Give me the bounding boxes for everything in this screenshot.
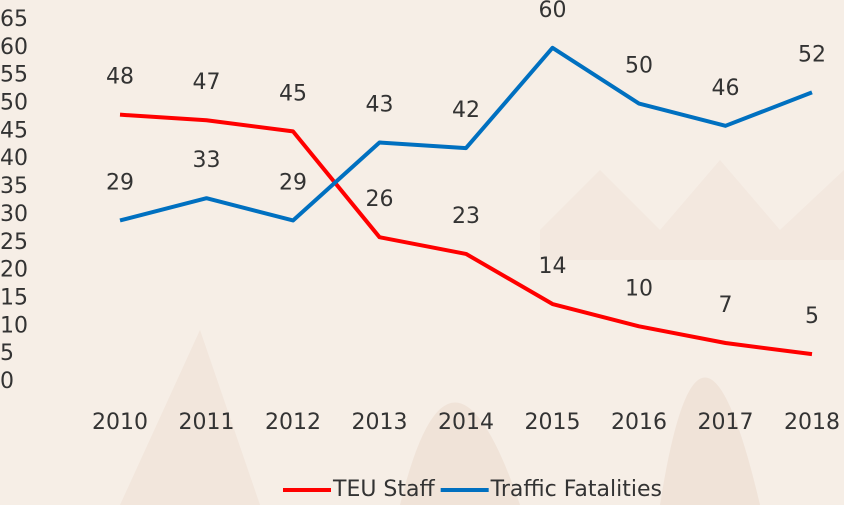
data-label: 26	[366, 187, 394, 212]
data-label: 42	[452, 98, 480, 123]
y-tick-label: 45	[0, 118, 28, 143]
y-tick-label: 35	[0, 174, 28, 199]
x-tick-label: 2016	[611, 410, 667, 435]
x-tick-label: 2010	[92, 410, 148, 435]
data-label: 45	[279, 81, 307, 106]
x-tick-label: 2014	[438, 410, 494, 435]
data-label: 7	[719, 293, 733, 318]
data-label: 50	[625, 54, 653, 79]
x-tick-label: 2017	[698, 410, 754, 435]
y-tick-label: 40	[0, 146, 28, 171]
x-tick-label: 2013	[352, 410, 408, 435]
x-tick-label: 2012	[265, 410, 321, 435]
data-label: 10	[625, 276, 653, 301]
data-label: 14	[539, 254, 567, 279]
y-tick-label: 0	[0, 369, 14, 394]
x-tick-label: 2015	[525, 410, 581, 435]
y-tick-label: 5	[0, 341, 14, 366]
y-tick-label: 60	[0, 35, 28, 60]
x-tick-label: 2018	[784, 410, 840, 435]
data-label: 46	[712, 76, 740, 101]
data-label: 29	[279, 170, 307, 195]
legend-label: TEU Staff	[332, 477, 436, 502]
data-label: 47	[193, 70, 221, 95]
y-tick-label: 30	[0, 202, 28, 227]
chart: 0510152025303540455055606520102011201220…	[0, 0, 844, 505]
data-label: 60	[539, 0, 567, 23]
y-tick-label: 25	[0, 230, 28, 255]
data-label: 48	[106, 65, 134, 90]
data-label: 43	[366, 93, 394, 118]
data-label: 5	[805, 304, 819, 329]
y-tick-label: 65	[0, 7, 28, 32]
legend-label: Traffic Fatalities	[490, 477, 662, 502]
data-label: 33	[193, 148, 221, 173]
y-tick-label: 20	[0, 258, 28, 283]
y-tick-label: 15	[0, 285, 28, 310]
data-label: 52	[798, 42, 826, 67]
data-label: 23	[452, 204, 480, 229]
y-tick-label: 10	[0, 313, 28, 338]
data-label: 29	[106, 170, 134, 195]
x-tick-label: 2011	[179, 410, 235, 435]
y-tick-label: 55	[0, 63, 28, 88]
y-tick-label: 50	[0, 91, 28, 116]
